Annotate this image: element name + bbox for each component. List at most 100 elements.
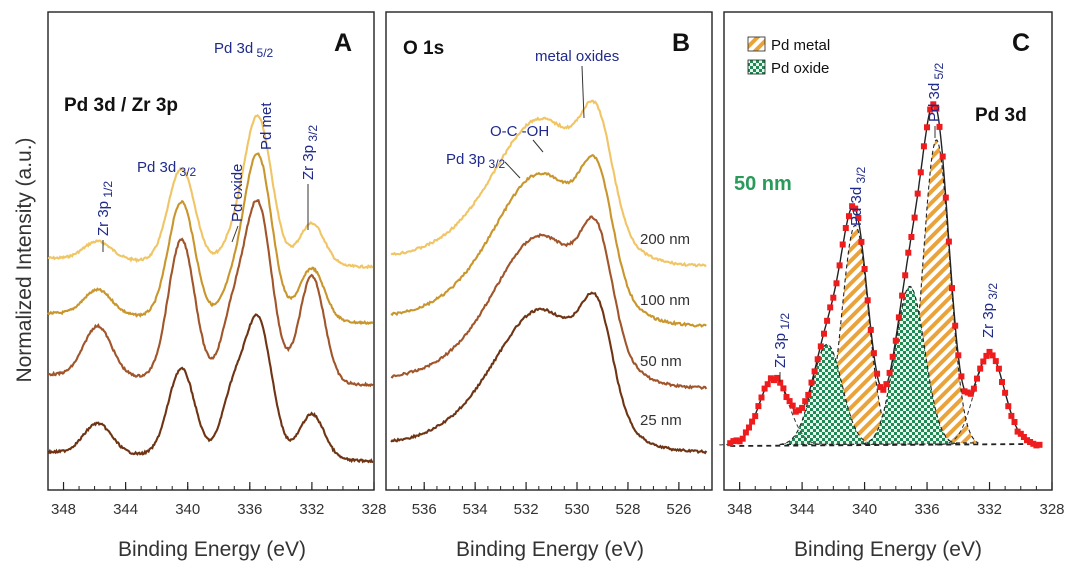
- data-point: [789, 402, 796, 409]
- x-tick-label: 344: [790, 501, 815, 518]
- data-point: [958, 373, 965, 380]
- panel-c-ticks: 348 344 340 336 332 328: [723, 482, 1065, 518]
- data-point: [942, 194, 949, 201]
- data-point: [752, 413, 759, 420]
- x-tick-label: 344: [113, 501, 138, 518]
- data-point: [861, 266, 868, 272]
- data-point: [858, 238, 865, 245]
- panel-c-sample: 50 nm: [734, 173, 792, 195]
- panel-b-curves: [390, 99, 708, 455]
- x-tick-label: 336: [915, 501, 940, 518]
- data-point: [917, 169, 924, 176]
- data-point: [1005, 403, 1012, 410]
- data-point: [1014, 428, 1021, 435]
- annotation-zr3p32: Zr 3p 3/2: [300, 125, 320, 180]
- data-point: [733, 437, 740, 444]
- spectrum-line: [47, 152, 374, 326]
- data-point: [924, 124, 930, 131]
- data-point: [830, 294, 837, 301]
- data-point: [886, 369, 893, 376]
- data-point: [995, 365, 1002, 372]
- x-tick-label: 348: [727, 501, 752, 518]
- data-point: [1020, 434, 1027, 440]
- data-point: [899, 292, 906, 299]
- data-point: [764, 381, 771, 388]
- x-tick-label: 328: [1039, 501, 1064, 518]
- x-tick-label: 348: [51, 501, 76, 518]
- data-point: [1008, 412, 1015, 419]
- data-point: [880, 386, 887, 393]
- panel-c-points: [727, 101, 1043, 449]
- annotation-metal-oxides: metal oxides: [535, 48, 619, 65]
- data-point: [1027, 439, 1034, 445]
- x-tick-label: 340: [852, 501, 877, 518]
- data-point: [727, 440, 734, 447]
- data-point: [855, 215, 862, 221]
- panel-a: Zr 3p 1/2 Pd 3d 3/2 Pd oxide Pd met Pd 3d 5/…: [47, 11, 387, 561]
- x-tick-label: 528: [615, 501, 640, 518]
- data-point: [927, 106, 934, 113]
- spectrum-line: [390, 215, 708, 390]
- panel-b-title: O 1s: [403, 38, 444, 59]
- data-point: [777, 379, 784, 386]
- data-point: [839, 241, 846, 248]
- data-point: [849, 203, 856, 210]
- panel-b-xlabel: Binding Energy (eV): [456, 538, 644, 561]
- legend-label-pd-oxide: Pd oxide: [771, 60, 829, 77]
- data-point: [836, 262, 843, 269]
- data-point: [1017, 430, 1024, 437]
- data-point: [792, 408, 799, 415]
- annotation-pd3d32: Pd 3d 3/2: [137, 159, 197, 179]
- data-point: [746, 424, 752, 431]
- data-point: [908, 234, 915, 240]
- panel-c-frame: [723, 11, 1053, 491]
- data-point: [771, 377, 777, 384]
- series-label: 200 nm: [640, 231, 690, 248]
- data-point: [767, 375, 774, 382]
- annotation-pd3d52: Pd 3d 5/2: [214, 40, 274, 60]
- series-label: 25 nm: [640, 412, 682, 429]
- data-point: [992, 358, 999, 365]
- panel-a-letter: A: [334, 29, 352, 57]
- data-point: [914, 190, 921, 197]
- data-point: [1036, 441, 1043, 448]
- annotation-leader: [532, 139, 544, 153]
- data-point: [933, 105, 940, 112]
- panel-c-fill: [779, 139, 979, 445]
- data-point: [802, 398, 809, 405]
- data-point: [805, 391, 812, 398]
- annotation-leader: [231, 225, 239, 243]
- data-point: [827, 304, 834, 311]
- annotation-leader: [581, 65, 585, 119]
- panel-c-xlabel: Binding Energy (eV): [794, 538, 982, 561]
- data-point: [883, 381, 890, 388]
- data-point: [986, 348, 993, 355]
- data-point: [1030, 440, 1037, 447]
- panel-c-legend: Pd metal Pd oxide: [747, 36, 830, 77]
- data-point: [974, 375, 980, 382]
- legend-label-pd-metal: Pd metal: [771, 37, 830, 54]
- panel-a-frame: [47, 11, 375, 491]
- data-point: [814, 356, 821, 363]
- data-point: [895, 314, 902, 321]
- data-point: [799, 404, 806, 411]
- panel-b-series-labels: 200 nm 100 nm 50 nm 25 nm: [640, 231, 690, 429]
- x-tick-label: 332: [977, 501, 1002, 518]
- data-point: [730, 438, 737, 445]
- data-point: [892, 337, 899, 344]
- annotation-pd-met: Pd met: [258, 102, 275, 150]
- data-point: [877, 384, 884, 391]
- data-point: [821, 330, 827, 337]
- data-point: [945, 238, 952, 245]
- x-tick-label: 328: [361, 501, 386, 518]
- spectrum-line: [390, 99, 707, 268]
- data-point: [811, 368, 818, 375]
- data-point: [902, 272, 909, 279]
- data-point: [970, 385, 977, 392]
- data-point: [736, 438, 743, 445]
- data-point: [758, 394, 765, 401]
- panel-b-annotations: Pd 3p 3/2 O-C -OH metal oxides: [446, 48, 619, 179]
- data-point: [833, 280, 840, 287]
- panel-c-letter: C: [1012, 29, 1030, 57]
- fit-envelope: [727, 102, 1042, 446]
